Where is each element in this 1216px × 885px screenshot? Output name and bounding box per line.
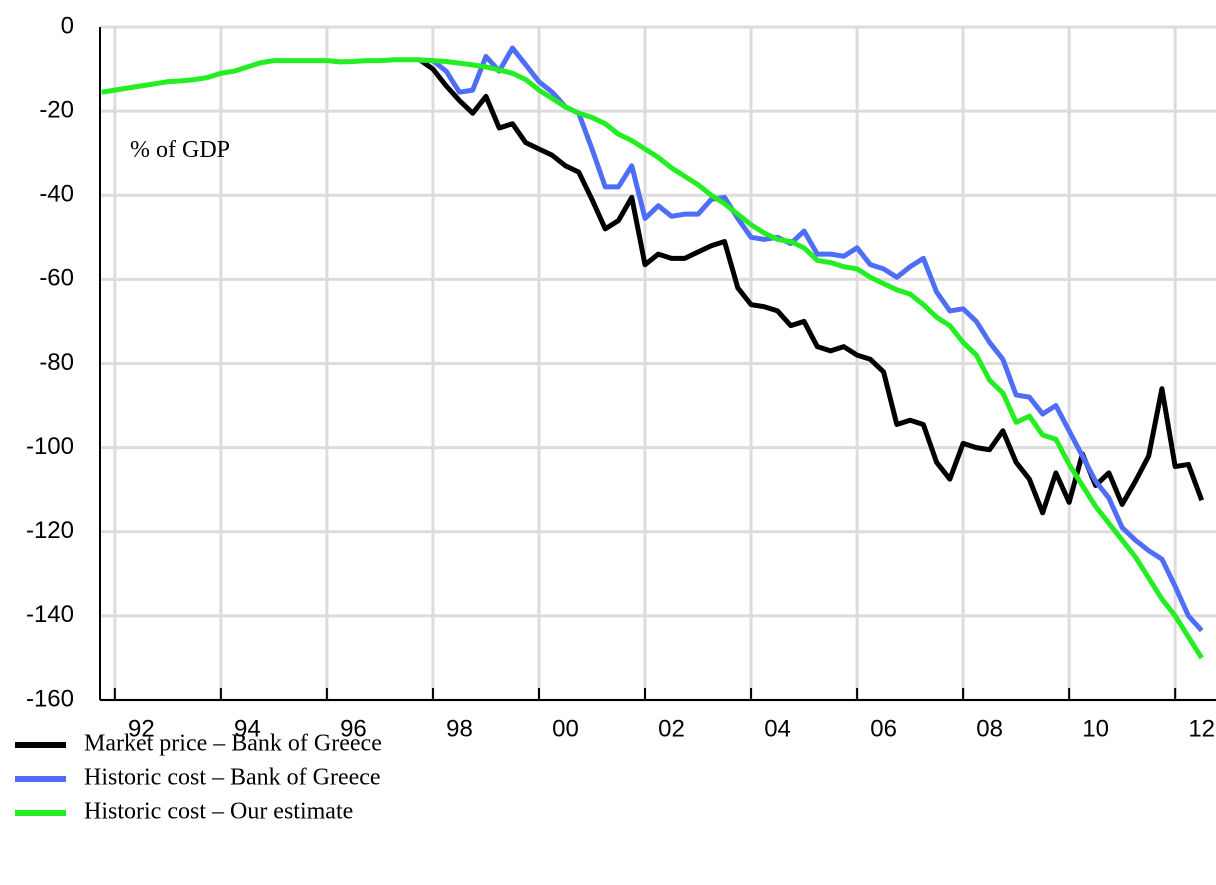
y-tick-label: 0 [61,12,74,39]
x-tick-label: 96 [340,715,367,742]
x-tick-label: 00 [552,715,579,742]
x-tick-label: 92 [128,715,155,742]
legend-label: Historic cost – Bank of Greece [84,765,381,791]
x-tick-label: 94 [234,715,261,742]
series-line [101,57,1204,660]
x-tick-label: 12 [1188,715,1215,742]
legend-label: Market price – Bank of Greece [84,731,382,757]
x-tick-label: 08 [976,715,1003,742]
y-tick-label: -100 [26,433,74,460]
y-tick-label: -80 [39,349,74,376]
x-tick-label: 02 [658,715,685,742]
y-tick-label: -140 [26,601,74,628]
x-tick-label: 06 [870,715,897,742]
x-tick-label: 04 [764,715,791,742]
y-tick-label: -160 [26,685,74,712]
y-tick-label: -120 [26,517,74,544]
grid [100,25,1216,702]
y-tick-label: -40 [39,181,74,208]
y-tick-label: -60 [39,265,74,292]
axes: 0 -20 -40 -60 -80 -100 -120 -140 -160 92 94 96 98 00 0… [26,12,1216,742]
y-tick-label: -20 [39,96,74,123]
legend-label: Historic cost – Our estimate [84,799,353,825]
series-line [419,45,1204,633]
x-tick-label: 10 [1082,715,1109,742]
plot-lines [101,45,1205,660]
series-line [418,57,1205,516]
annotation: % of GDP [130,137,230,163]
x-tick-label: 98 [446,715,473,742]
